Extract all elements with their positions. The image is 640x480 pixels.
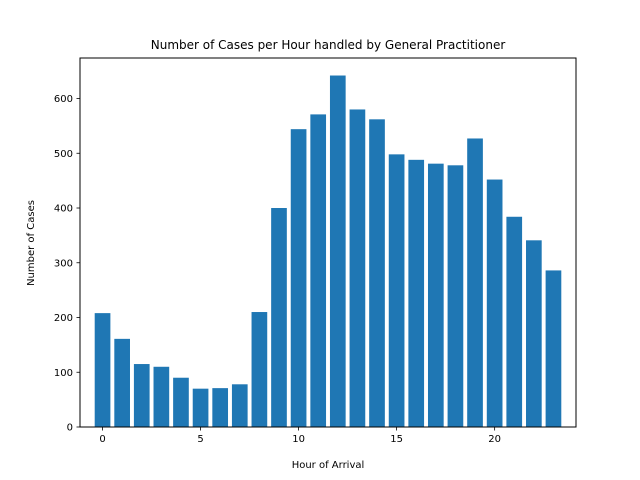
x-tick-label: 20 [488, 434, 501, 445]
bar-hour-0 [94, 313, 111, 427]
bar-hour-12 [329, 75, 346, 427]
x-axis-ticks: 0 5 10 15 20 [99, 427, 501, 445]
y-tick-label: 200 [54, 313, 73, 324]
bar-hour-5 [192, 388, 209, 427]
bar-hour-22 [526, 240, 542, 427]
x-axis-label: Hour of Arrival [292, 460, 365, 471]
x-tick-label: 15 [390, 434, 403, 445]
y-tick-label: 600 [54, 94, 73, 105]
bar-hour-15 [388, 154, 405, 427]
bar-hour-8 [251, 312, 268, 427]
bar-hour-19 [467, 138, 483, 427]
y-tick-label: 400 [54, 204, 73, 215]
bar-hour-18 [447, 165, 464, 427]
bar-hour-17 [427, 163, 444, 427]
bar-hour-16 [408, 159, 425, 427]
bar-hour-23 [545, 270, 562, 427]
bar-hour-2 [133, 364, 150, 427]
chart-title: Number of Cases per Hour handled by Gene… [151, 38, 506, 52]
y-axis-label: Number of Cases [26, 200, 37, 286]
y-tick-label: 0 [67, 423, 73, 434]
x-tick-label: 10 [292, 434, 305, 445]
bar-hour-1 [114, 338, 130, 427]
y-tick-label: 300 [54, 258, 73, 269]
bars-group [94, 75, 562, 428]
bar-hour-20 [486, 179, 503, 427]
bar-hour-3 [153, 366, 170, 427]
y-axis-ticks: 0 100 200 300 400 500 600 [54, 94, 80, 434]
bar-hour-10 [290, 129, 307, 427]
bar-hour-9 [271, 208, 287, 427]
x-tick-label: 0 [99, 434, 105, 445]
y-tick-label: 500 [54, 149, 73, 160]
x-tick-label: 5 [197, 434, 203, 445]
bar-hour-21 [506, 216, 523, 427]
bar-hour-11 [310, 114, 327, 428]
bar-hour-13 [349, 109, 366, 428]
bar-hour-4 [173, 377, 189, 427]
bar-hour-14 [369, 119, 385, 427]
bar-hour-7 [231, 384, 248, 427]
plot-frame [79, 57, 577, 428]
bar-hour-6 [212, 388, 229, 427]
y-tick-label: 100 [54, 368, 73, 379]
